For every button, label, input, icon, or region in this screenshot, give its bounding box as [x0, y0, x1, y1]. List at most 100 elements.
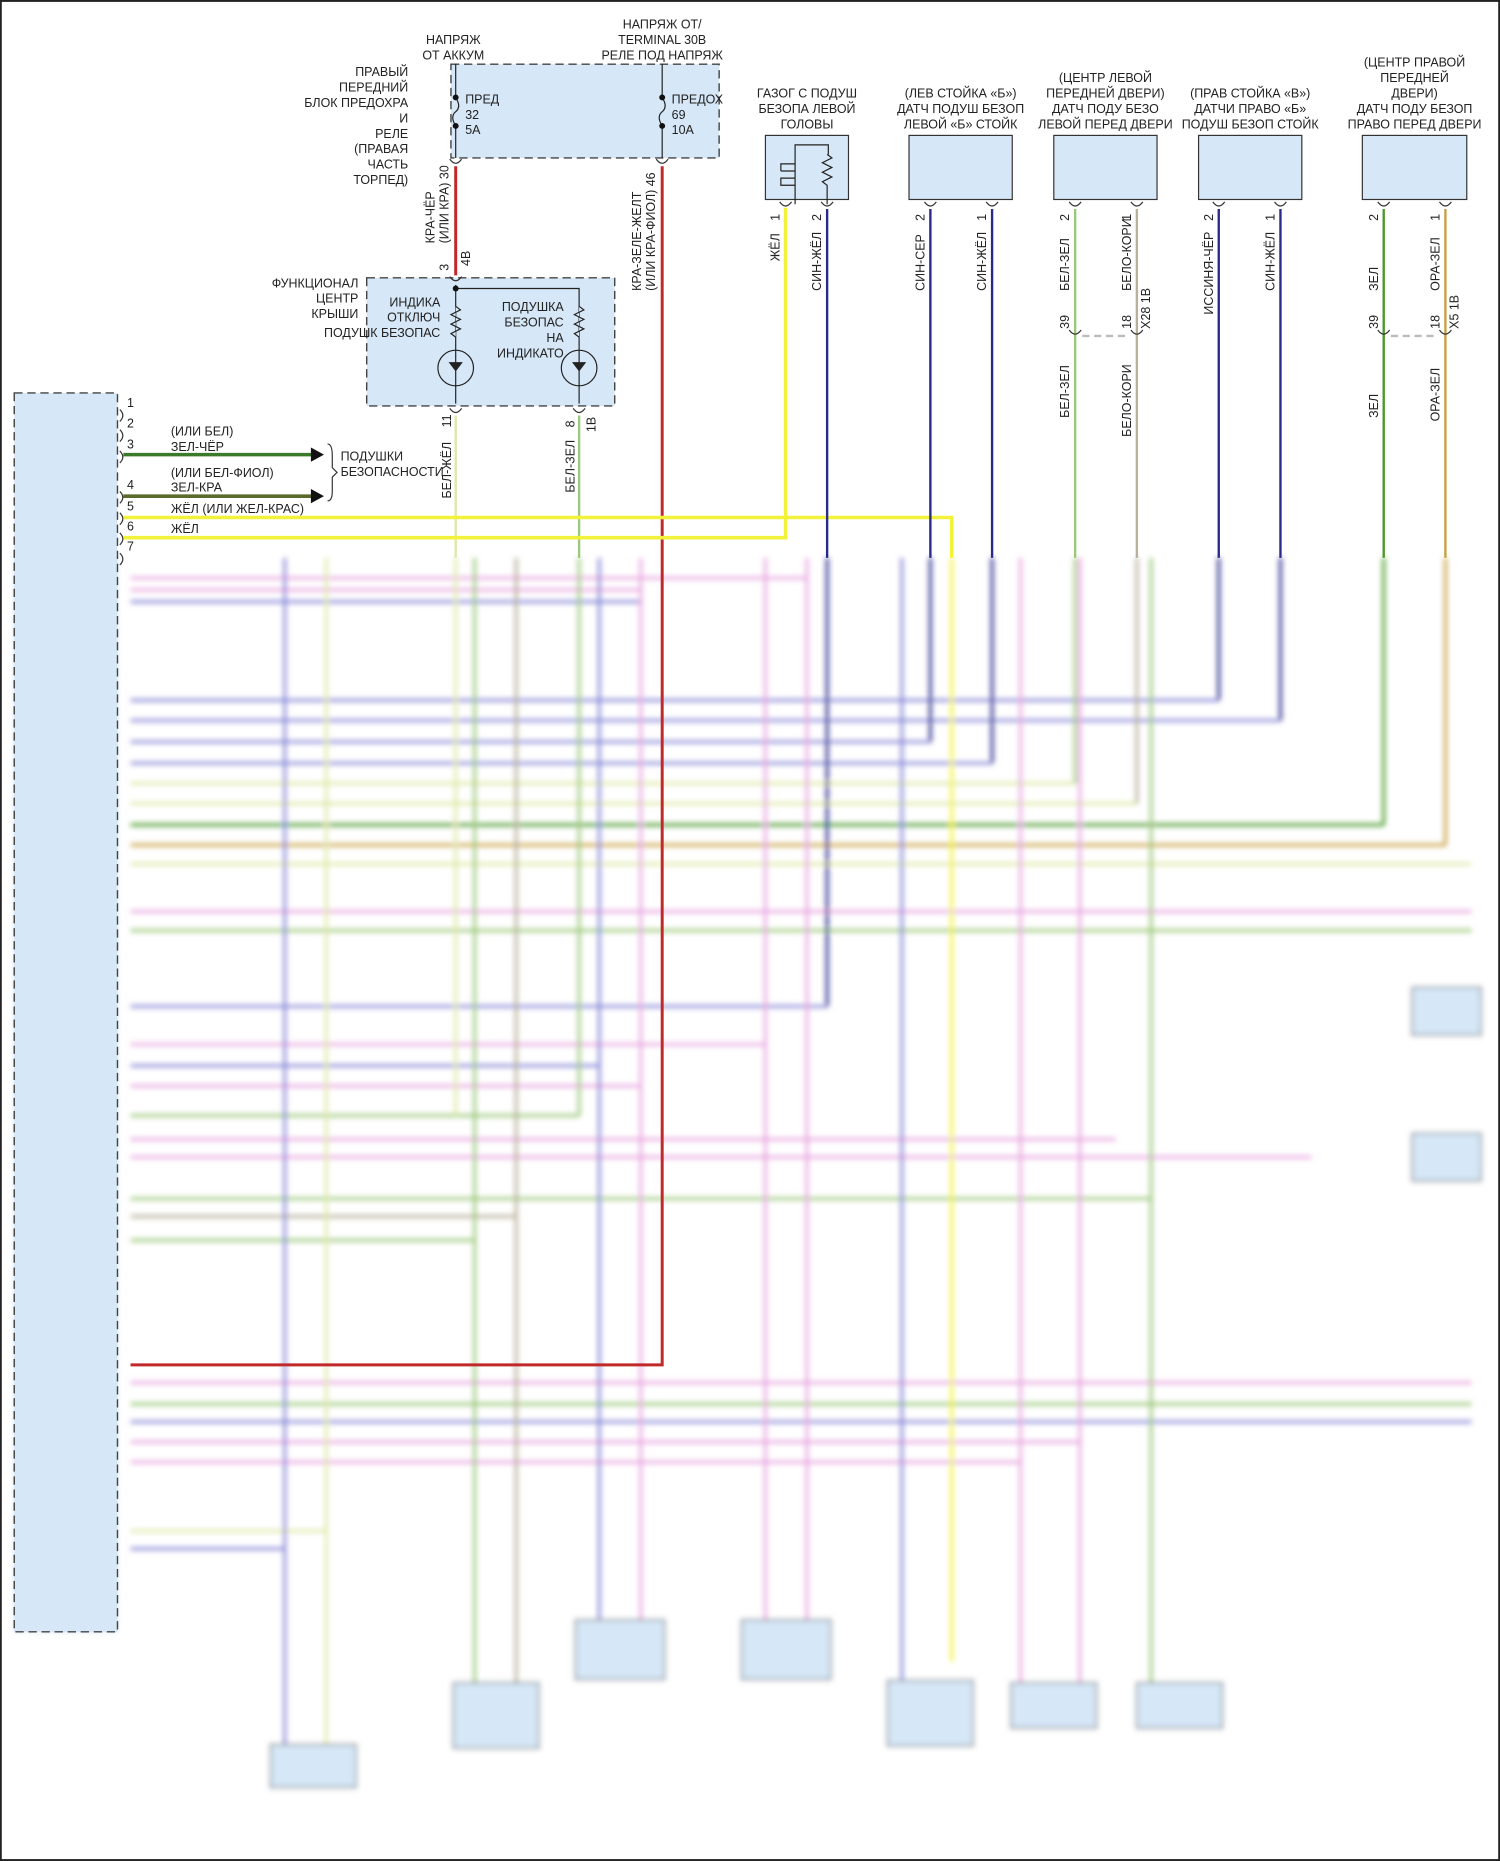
wire-label: КРА-ЗЕЛЕ-ЖЕЛТ: [630, 191, 644, 291]
sensor-title: (ЛЕВ СТОЙКА «Б»): [905, 85, 1017, 100]
fuse-label: 10A: [672, 123, 695, 137]
pin-number: 5: [127, 499, 134, 513]
supply-label: TERMINAL 30B: [618, 33, 706, 47]
label: ЗЕЛ-ЧЁР: [171, 440, 224, 454]
supply-label: ОТ АККУМ: [422, 48, 484, 62]
sensor-title: ГАЗОГ С ПОДУШ: [757, 86, 857, 100]
fuse-box-name: РЕЛЕ: [375, 127, 408, 141]
pin-label: 2: [810, 214, 824, 221]
pin-number: 1: [127, 396, 134, 410]
sensor-title: ЛЕВОЙ ПЕРЕД ДВЕРИ: [1038, 116, 1173, 131]
wire-label: ОРА-ЗЕЛ: [1428, 368, 1442, 422]
airbags-label: ПОДУШКИ: [341, 450, 403, 464]
label: ЖЁЛ (ИЛИ ЖЕЛ-КРАС): [171, 502, 304, 516]
inflator-icon: [780, 144, 829, 205]
component-blurred: [452, 1682, 540, 1749]
connector-terminal: [449, 158, 463, 164]
wire-label: БЕЛ-ЗЕЛ: [1058, 238, 1072, 291]
node: [659, 94, 666, 101]
component-blurred: [1411, 1132, 1482, 1182]
connector-terminal: [1377, 201, 1391, 207]
pin-label: 4B: [459, 251, 473, 266]
connector-terminal: [119, 429, 124, 442]
connector-terminal: [1130, 329, 1144, 335]
supply-label: НАПРЯЖ: [426, 33, 481, 47]
wire-label: ЖЁЛ: [769, 233, 783, 261]
sensor-2-box: [908, 134, 1013, 201]
led-diode-icon: [571, 362, 587, 372]
component-blurred: [1411, 986, 1482, 1036]
connector-terminal: [1068, 201, 1082, 207]
sensor-title: ДВЕРИ): [1391, 86, 1437, 100]
connector-terminal: [119, 552, 124, 566]
fuse-label: ПРЕДОХ: [672, 92, 724, 106]
node: [659, 122, 666, 129]
fuse-box-name: ЧАСТЬ: [368, 158, 409, 172]
indicator-label: ПОДУШК БЕЗОПАС: [324, 326, 440, 340]
connector-terminal: [119, 490, 124, 504]
pin-label: 1: [769, 214, 783, 221]
connector-label: X28 1B: [1139, 288, 1153, 329]
sensor-title: ЛЕВОЙ «Б» СТОЙК: [904, 116, 1018, 131]
wire-label: СИН-СЕР: [913, 234, 927, 291]
pin-number: 3: [127, 438, 134, 452]
fuse-box-panel: [450, 63, 720, 159]
connector-terminal: [655, 158, 669, 164]
pin-label: 2: [1367, 214, 1381, 221]
connector-label: X5 1B: [1447, 295, 1461, 329]
fuse-label: 69: [672, 108, 686, 122]
pin-label: 1: [975, 214, 989, 221]
fuse-label: 32: [465, 108, 479, 122]
sensor-3-box: [1053, 134, 1158, 201]
connector-terminal: [119, 532, 124, 546]
wire-pin5: [123, 515, 954, 558]
fuse-icon: [452, 97, 460, 127]
wire-label: БЕЛ-ЖЁЛ: [440, 442, 454, 499]
sensor-title: ПЕРЕДНЕЙ: [1380, 70, 1449, 85]
pin-label: 18: [1120, 315, 1134, 329]
fuse-box-name: И: [399, 111, 408, 125]
wire-label: (ИЛИ КРА-ФИОЛ) 46: [644, 172, 658, 291]
sensor-5-box: [1361, 134, 1468, 201]
pin-label: 18: [1428, 315, 1442, 329]
sensor-title: ПОДУШ БЕЗОП СТОЙК: [1182, 116, 1320, 131]
indicator-label: НА: [546, 331, 564, 345]
indicator-label: ИНДИКА: [389, 295, 441, 309]
connector-terminal: [1377, 329, 1391, 335]
connector-terminal: [1438, 329, 1452, 335]
wire-label: ЗЕЛ: [1367, 394, 1381, 418]
sensor-1-box: [764, 134, 850, 201]
led-icon: [560, 349, 598, 387]
connector-terminal: [1068, 329, 1082, 335]
fuse-box-name: ТОРПЕД): [353, 173, 408, 187]
resistor-icon: [449, 305, 462, 338]
pin-label: 1: [1428, 214, 1442, 221]
connector-terminal: [820, 201, 834, 207]
sensor-title: ДАТЧ ПОДУ БЕЗОП: [1357, 102, 1473, 116]
indicator-label: ИНДИКАТО: [497, 346, 564, 360]
connector-terminal: [119, 450, 124, 464]
wire-label: БЕЛ-ЗЕЛ: [563, 440, 577, 493]
component-blurred: [574, 1619, 666, 1680]
fuse-label: ПРЕД: [465, 92, 500, 106]
pin-number: 4: [127, 478, 134, 492]
connector-terminal: [923, 201, 937, 207]
sensor-title: (ЦЕНТР ПРАВОЙ: [1364, 55, 1465, 70]
component-blurred: [887, 1679, 974, 1747]
sensor-title: ПРАВО ПЕРЕД ДВЕРИ: [1348, 117, 1482, 131]
connector-terminal: [1130, 201, 1144, 207]
blurred-lower-section: [14, 555, 1482, 1788]
wire-label: КРА-ЧЁР: [423, 191, 437, 243]
sensor-title: (ПРАВ СТОЙКА «В»): [1190, 85, 1310, 100]
component-blurred: [1010, 1682, 1098, 1729]
label: ЗЕЛ-КРА: [171, 480, 223, 494]
label: (ИЛИ БЕЛ): [171, 425, 233, 439]
component-blurred: [741, 1619, 832, 1680]
pin-number: 6: [127, 520, 134, 534]
arrow-icon: [310, 447, 324, 462]
wire-label: БЕЛ-ЗЕЛ: [1058, 365, 1072, 418]
wire-label: (ИЛИ КРА) 30: [438, 165, 452, 243]
